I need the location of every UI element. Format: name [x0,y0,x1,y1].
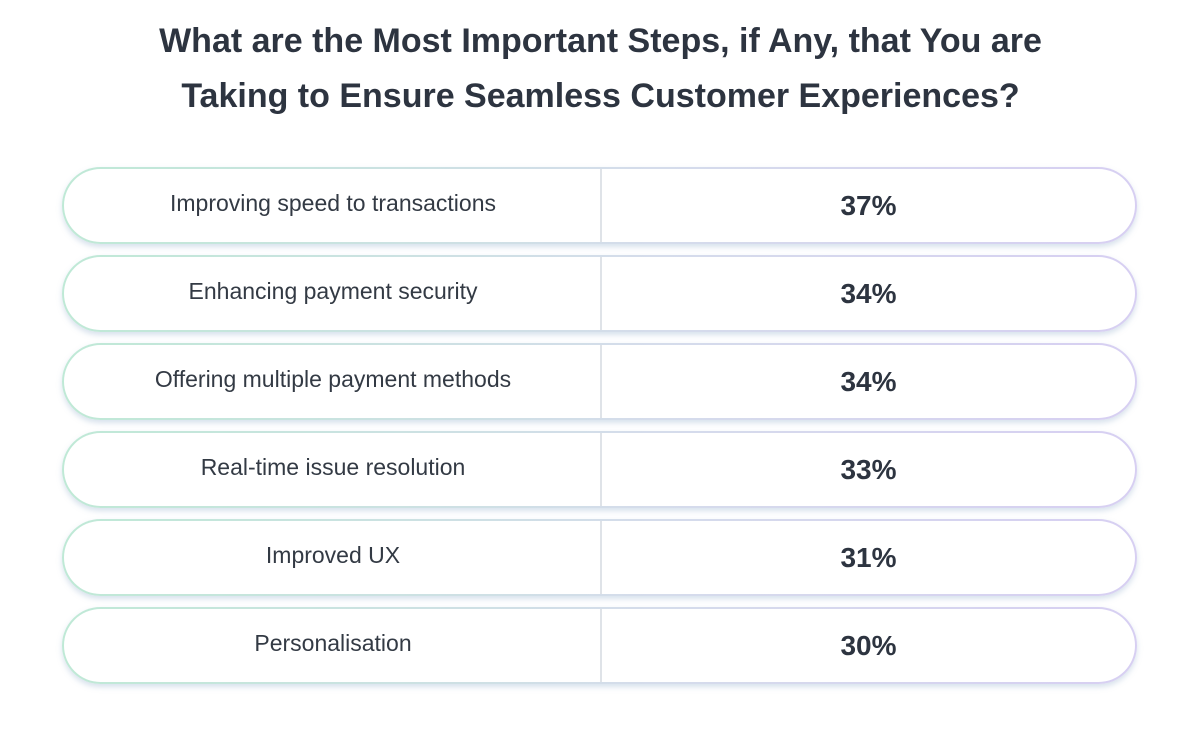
table-row: Improved UX 31% [62,519,1137,596]
row-pill: Enhancing payment security 34% [62,255,1137,332]
row-value: 31% [840,541,897,573]
row-value: 34% [840,365,897,397]
row-pill: Improving speed to transactions 37% [62,167,1137,244]
row-value: 30% [840,629,897,661]
row-pill: Improved UX 31% [62,519,1137,596]
row-label: Offering multiple payment methods [154,366,512,392]
row-value: 33% [840,453,897,485]
table-row: Personalisation 30% [62,607,1137,684]
row-pill: Real-time issue resolution 33% [62,431,1137,508]
row-label: Improving speed to transactions [169,190,496,216]
table-row: Offering multiple payment methods 34% [62,343,1137,420]
row-value: 37% [840,189,897,221]
chart-title-line-2: Taking to Ensure Seamless Customer Exper… [181,77,1020,115]
chart-title-line-1: What are the Most Important Steps, if An… [159,22,1042,60]
row-divider [600,521,602,594]
row-pill: Personalisation 30% [62,607,1137,684]
row-divider [600,433,602,506]
row-divider [600,169,602,242]
row-divider [600,609,602,682]
chart-title: What are the Most Important Steps, if An… [0,14,1201,124]
table-row: Improving speed to transactions 37% [62,167,1137,244]
row-label: Enhancing payment security [188,278,478,304]
row-label: Improved UX [265,542,401,568]
row-pill: Offering multiple payment methods 34% [62,343,1137,420]
table-row: Real-time issue resolution 33% [62,431,1137,508]
results-table: Improving speed to transactions 37% Enha… [62,167,1137,684]
row-label: Real-time issue resolution [200,454,466,480]
row-divider [600,345,602,418]
row-divider [600,257,602,330]
row-value: 34% [840,277,897,309]
table-row: Enhancing payment security 34% [62,255,1137,332]
row-label: Personalisation [254,630,412,656]
